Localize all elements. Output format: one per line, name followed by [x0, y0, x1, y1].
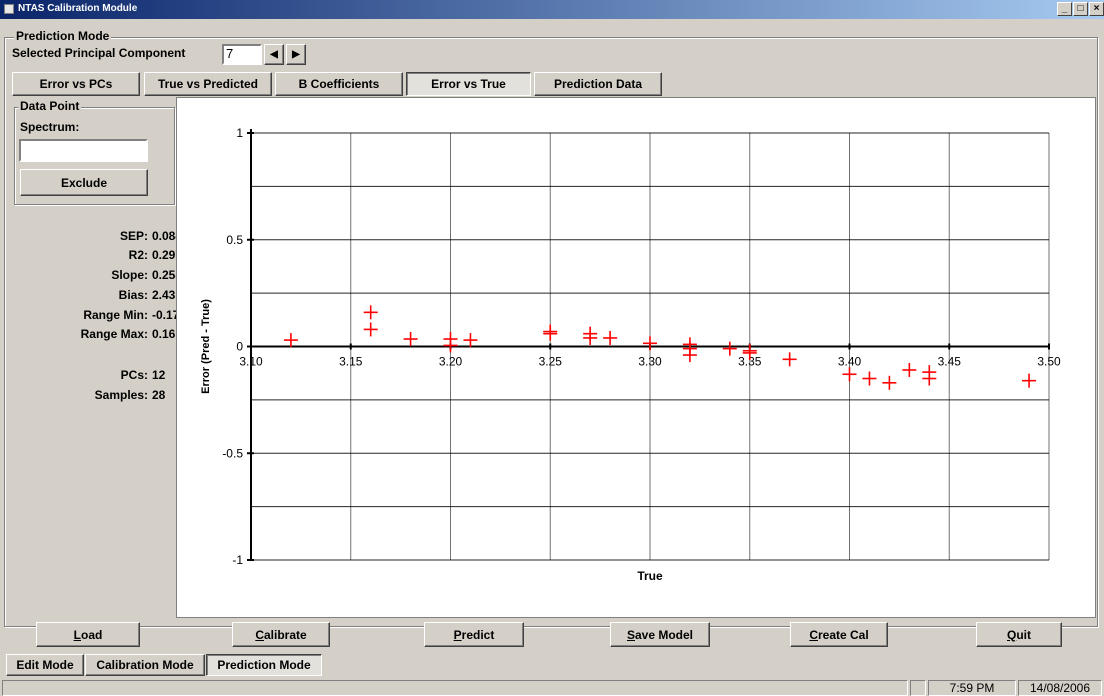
- app-icon: [4, 4, 14, 14]
- chart-grid: [251, 132, 1050, 561]
- range-max-value: 0.16: [152, 327, 176, 341]
- tab-b-coefficients[interactable]: B Coefficients: [275, 72, 403, 96]
- tab-edit-mode[interactable]: Edit Mode: [6, 654, 84, 676]
- tab-true-vs-predicted[interactable]: True vs Predicted: [144, 72, 272, 96]
- x-tick-label: 3.25: [539, 355, 563, 369]
- data-point: [443, 338, 458, 353]
- y-tick-label: 0.5: [226, 233, 243, 247]
- x-tick-label: 3.35: [738, 355, 762, 369]
- y-tick-label: 0: [236, 340, 243, 354]
- data-point: [782, 352, 797, 367]
- chart-axes: [247, 129, 1050, 561]
- status-panel-spacer: [910, 680, 926, 696]
- data-point: [403, 332, 418, 347]
- arrow-left-icon: ◀: [270, 49, 278, 60]
- status-time: 7:59 PM: [928, 680, 1016, 696]
- pc-prev-button[interactable]: ◀: [264, 44, 284, 65]
- spectrum-label: Spectrum:: [20, 120, 80, 134]
- close-button[interactable]: ×: [1089, 2, 1104, 16]
- data-point: [742, 345, 757, 360]
- y-tick-label: 1: [236, 126, 243, 140]
- data-point: [722, 341, 737, 356]
- prediction-mode-label: Prediction Mode: [14, 29, 112, 43]
- tab-prediction-mode[interactable]: Prediction Mode: [206, 654, 322, 676]
- data-point-label: Data Point: [18, 99, 82, 113]
- x-tick-label: 3.50: [1037, 355, 1061, 369]
- data-point: [283, 333, 298, 348]
- exclude-button[interactable]: Exclude: [20, 169, 148, 196]
- x-tick-label: 3.10: [239, 355, 263, 369]
- range-max-label: Range Max:: [80, 327, 148, 341]
- status-bar: 7:59 PM 14/08/2006: [0, 678, 1104, 696]
- pcs-label: PCs:: [120, 368, 148, 382]
- arrow-right-icon: ▶: [292, 49, 300, 60]
- sep-label: SEP:: [119, 229, 148, 243]
- y-tick-label: -1: [232, 553, 243, 567]
- y-tick-label: -0.5: [222, 446, 243, 460]
- chart-panel: 1 0.5 0 -0.5 -1 3.10 3.15 3.20 3.25 3.30 3.35 3.40 3…: [176, 97, 1096, 618]
- maximize-button[interactable]: □: [1073, 2, 1088, 16]
- minimize-button[interactable]: _: [1057, 2, 1072, 16]
- x-tick-label: 3.30: [638, 355, 662, 369]
- data-point: [543, 326, 558, 341]
- status-date: 14/08/2006: [1018, 680, 1102, 696]
- data-point: [463, 333, 478, 348]
- window-title: NTAS Calibration Module: [18, 3, 138, 14]
- x-axis-label: True: [637, 569, 663, 583]
- bias-label: Bias:: [118, 288, 148, 302]
- data-point: [862, 371, 877, 386]
- x-tick-label: 3.20: [439, 355, 463, 369]
- error-vs-true-chart: 1 0.5 0 -0.5 -1 3.10 3.15 3.20 3.25 3.30 3.35 3.40 3…: [200, 126, 1061, 583]
- tab-error-vs-pcs[interactable]: Error vs PCs: [12, 72, 140, 96]
- tab-error-vs-true[interactable]: Error vs True: [406, 72, 531, 96]
- samples-value: 28: [152, 388, 166, 402]
- data-point: [842, 367, 857, 382]
- x-tick-label: 3.40: [838, 355, 862, 369]
- prediction-mode-group: [4, 37, 1098, 627]
- data-point: [603, 330, 618, 345]
- x-tick-label: 3.15: [339, 355, 363, 369]
- tab-prediction-data[interactable]: Prediction Data: [534, 72, 662, 96]
- data-point: [882, 375, 897, 390]
- range-min-label: Range Min:: [83, 308, 148, 322]
- data-point: [363, 305, 378, 320]
- pcs-value: 12: [152, 368, 166, 382]
- tab-calibration-mode[interactable]: Calibration Mode: [85, 654, 205, 676]
- data-point: [682, 348, 697, 363]
- pc-next-button[interactable]: ▶: [286, 44, 306, 65]
- data-point: [363, 322, 378, 337]
- data-point: [1022, 373, 1037, 388]
- data-point: [922, 371, 937, 386]
- slope-label: Slope:: [111, 268, 148, 282]
- data-point: [643, 336, 657, 351]
- range-min-value: -0.17: [152, 308, 180, 322]
- pc-value-field[interactable]: 7: [222, 44, 262, 65]
- data-point-group: [14, 107, 175, 205]
- y-axis-label: Error (Pred - True): [200, 299, 212, 394]
- chart-tick-labels: 1 0.5 0 -0.5 -1 3.10 3.15 3.20 3.25 3.30 3.35 3.40 3…: [222, 126, 1061, 567]
- title-bar: NTAS Calibration Module _ □ ×: [0, 0, 1104, 19]
- spectrum-input[interactable]: [19, 139, 148, 162]
- r2-label: R2:: [128, 248, 148, 262]
- chart-points: [283, 305, 1037, 390]
- status-panel-main: [2, 680, 908, 696]
- x-tick-label: 3.45: [938, 355, 962, 369]
- pc-selector-label: Selected Principal Component: [12, 46, 186, 60]
- data-point: [583, 330, 598, 345]
- samples-label: Samples:: [94, 388, 148, 402]
- data-point: [902, 362, 917, 377]
